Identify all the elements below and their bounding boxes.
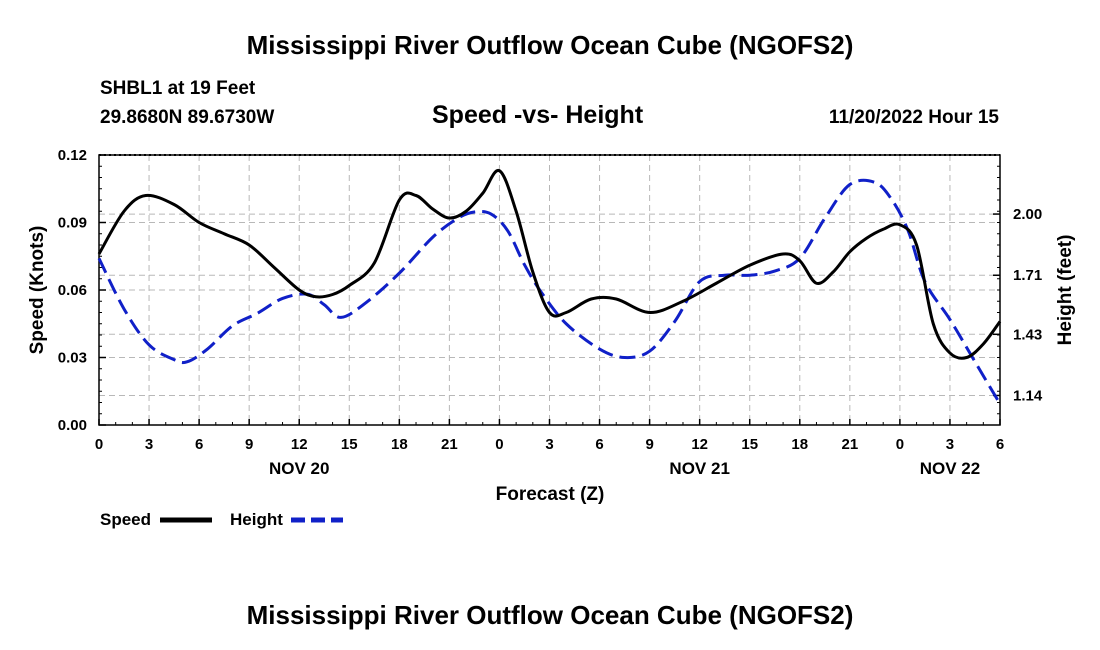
y-tick-label: 0.06	[58, 282, 87, 299]
series-line-height	[97, 178, 1002, 405]
y-tick-label: 0.00	[58, 417, 87, 434]
chart-subtitle: Speed -vs- Height	[432, 101, 644, 129]
x-tick-label: 9	[645, 436, 653, 453]
x-tick-label: 9	[245, 436, 253, 453]
x-tick-label: 6	[996, 436, 1004, 453]
y-tick-label: 0.09	[58, 215, 87, 232]
x-tick-label: 15	[741, 436, 758, 453]
y-tick-label: 0.03	[58, 350, 87, 367]
x-tick-label: 3	[946, 436, 954, 453]
legend-height-label: Height	[230, 510, 283, 529]
x-tick-label: 3	[145, 436, 153, 453]
y2-tick-label: 1.14	[1013, 387, 1043, 404]
legend-speed-label: Speed	[100, 510, 151, 529]
x-tick-label: 12	[291, 436, 308, 453]
bottom-title: Mississippi River Outflow Ocean Cube (NG…	[246, 600, 854, 630]
station-name: SHBL1 at 19 Feet	[100, 78, 256, 99]
x-tick-label: 0	[896, 436, 904, 453]
x-tick-label: 18	[791, 436, 808, 453]
x-tick-label: 21	[441, 436, 458, 453]
y-tick-label: 0.12	[58, 147, 87, 164]
series-line-speed	[97, 169, 1002, 360]
y-axis-height: 1.14 1.43 1.71 2.00	[993, 165, 1043, 415]
legend: Speed Height	[100, 510, 343, 529]
x-day-label: NOV 21	[669, 459, 729, 478]
x-day-label: NOV 20	[269, 459, 329, 478]
y2-tick-label: 1.43	[1013, 326, 1042, 343]
x-tick-label: 6	[595, 436, 603, 453]
y2-tick-label: 2.00	[1013, 206, 1042, 223]
x-tick-label: 18	[391, 436, 408, 453]
series-layer	[97, 169, 1002, 405]
x-axis-title: Forecast (Z)	[496, 484, 605, 505]
main-title: Mississippi River Outflow Ocean Cube (NG…	[246, 30, 854, 60]
y2-tick-label: 1.71	[1013, 267, 1042, 284]
x-tick-label: 3	[545, 436, 553, 453]
x-tick-label: 12	[691, 436, 708, 453]
x-tick-label: 0	[95, 436, 103, 453]
y-axis-title: Speed (Knots)	[27, 226, 48, 355]
grid	[99, 155, 1000, 425]
x-axis: 0 3 6 9 12 15 18 21 0 3 6 9 12 15 18 21 0 3 6 NOV 20 NOV 21 N…	[95, 419, 1004, 478]
y-axis-speed: 0.00 0.03 0.06 0.09 0.12	[58, 147, 106, 434]
x-tick-label: 6	[195, 436, 203, 453]
x-tick-label: 0	[495, 436, 503, 453]
x-tick-label: 15	[341, 436, 358, 453]
y2-axis-title: Height (feet)	[1055, 235, 1076, 346]
x-tick-label: 21	[841, 436, 858, 453]
station-coordinates: 29.8680N 89.6730W	[100, 107, 275, 128]
x-day-label: NOV 22	[920, 459, 980, 478]
forecast-datetime: 11/20/2022 Hour 15	[828, 107, 999, 128]
